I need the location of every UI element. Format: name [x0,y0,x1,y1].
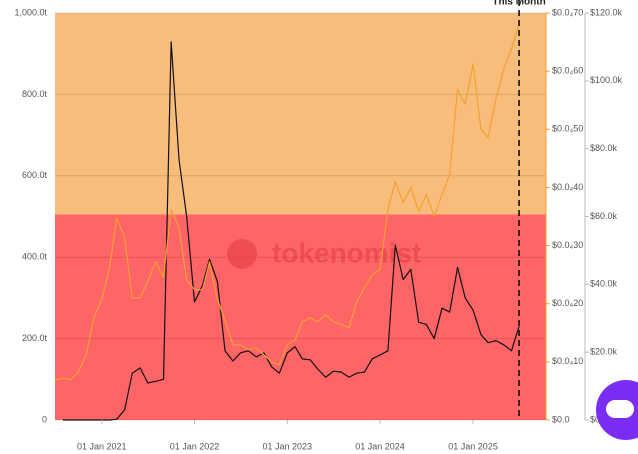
y3-tick-label: $120.0k [590,7,623,17]
y-tick-label: 800.0t [22,89,48,99]
y2-tick-label: $0.0 [552,414,570,424]
y-tick-label: 0 [42,414,47,424]
band [55,13,546,215]
band [55,214,546,420]
annotation-label: This Month [492,0,545,8]
series-line [62,41,520,421]
watermark-logo [227,239,257,269]
y3-tick-label: $20.0k [590,347,618,357]
chat-button[interactable] [596,380,638,440]
x-tick-label: 01 Jan 2023 [263,441,313,451]
y-tick-label: 600.0t [22,170,48,180]
x-tick-label: 01 Jan 2024 [355,441,405,451]
y3-tick-label: $0 [590,414,600,424]
y2-tick-label: $0.0₄20 [552,298,583,308]
watermark: tokenomist [272,237,421,268]
series-line [54,23,520,381]
y2-tick-label: $0.0₄50 [552,124,583,134]
y-tick-label: 400.0t [22,252,48,262]
y2-tick-label: $0.0₄70 [552,7,583,17]
y2-tick-label: $0.0₄30 [552,240,583,250]
y2-tick-label: $0.0₄60 [552,66,583,76]
y3-tick-label: $100.0k [590,75,623,85]
x-tick-label: 01 Jan 2022 [170,441,220,451]
y3-tick-label: $40.0k [590,279,618,289]
chat-icon[interactable] [606,400,634,418]
y-tick-label: 200.0t [22,333,48,343]
y2-tick-label: $0.0₄40 [552,182,583,192]
y3-tick-label: $80.0k [590,143,618,153]
y3-tick-label: $60.0k [590,211,618,221]
y2-tick-label: $0.0₄10 [552,356,583,366]
x-tick-label: 01 Jan 2025 [448,441,498,451]
y-tick-label: 1,000.0t [14,7,47,17]
x-tick-label: 01 Jan 2021 [77,441,127,451]
